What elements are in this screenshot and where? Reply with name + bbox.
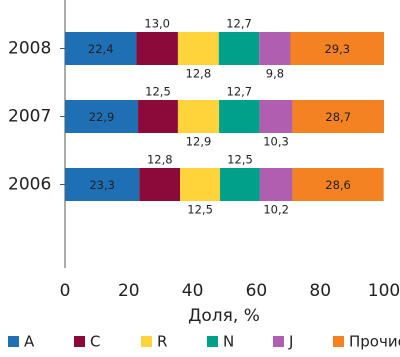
legend-swatch	[74, 336, 85, 347]
value-label: 12,9	[186, 135, 212, 149]
bar-segment	[65, 32, 137, 65]
bar-segment	[177, 32, 219, 65]
bar-segment	[290, 32, 384, 65]
value-label: 12,5	[187, 203, 213, 217]
value-label: 10,3	[263, 135, 289, 149]
value-label: 12,7	[226, 17, 252, 31]
y-tick-label: 2006	[8, 175, 51, 195]
bar-segment	[259, 100, 293, 133]
bar-segment	[136, 32, 178, 65]
value-label: 22,9	[89, 110, 115, 124]
bar-segment	[259, 32, 291, 65]
value-label: 12,5	[227, 153, 253, 167]
bar-segment	[259, 168, 293, 201]
bar-segment	[292, 100, 384, 133]
value-label: 10,2	[263, 203, 289, 217]
bar-segment	[65, 100, 139, 133]
x-tick-label: 100	[368, 281, 400, 301]
bar-segment	[177, 100, 220, 133]
legend-label: R	[157, 333, 167, 351]
legend-swatch	[141, 336, 152, 347]
bar-segment	[218, 32, 260, 65]
value-label: 12,7	[227, 85, 253, 99]
value-label: 28,6	[325, 178, 351, 192]
value-label: 12,5	[145, 85, 171, 99]
value-label: 28,7	[325, 110, 351, 124]
x-tick-label: 0	[60, 281, 71, 301]
bar-segment	[139, 168, 181, 201]
x-tick-label: 60	[246, 281, 268, 301]
x-tick-label: 20	[118, 281, 140, 301]
x-tick-label: 40	[182, 281, 204, 301]
legend-swatch	[333, 336, 344, 347]
bar-segment	[292, 168, 384, 201]
y-tick-label: 2008	[8, 39, 51, 59]
value-label: 12,8	[147, 153, 173, 167]
legend-swatch	[8, 336, 19, 347]
legend-swatch	[273, 336, 284, 347]
value-label: 23,3	[89, 178, 115, 192]
x-tick-label: 80	[309, 281, 331, 301]
legend-swatch	[207, 336, 218, 347]
x-axis-label: Доля, %	[188, 306, 260, 326]
bar-segment	[65, 168, 140, 201]
value-label: 13,0	[144, 17, 170, 31]
legend-label: C	[90, 333, 100, 351]
bar-segment	[180, 168, 221, 201]
bar-segment	[138, 100, 178, 133]
value-label: 22,4	[88, 42, 114, 56]
legend-label: Прочие	[349, 333, 400, 351]
value-label: 29,3	[324, 42, 350, 56]
legend-label: A	[24, 333, 35, 351]
legend-label: N	[223, 333, 234, 351]
bar-segment	[220, 168, 260, 201]
value-label: 9,8	[266, 67, 284, 81]
value-label: 12,8	[186, 67, 212, 81]
y-tick-label: 2007	[8, 107, 51, 127]
legend-label: J	[288, 333, 293, 351]
bar-segment	[219, 100, 260, 133]
